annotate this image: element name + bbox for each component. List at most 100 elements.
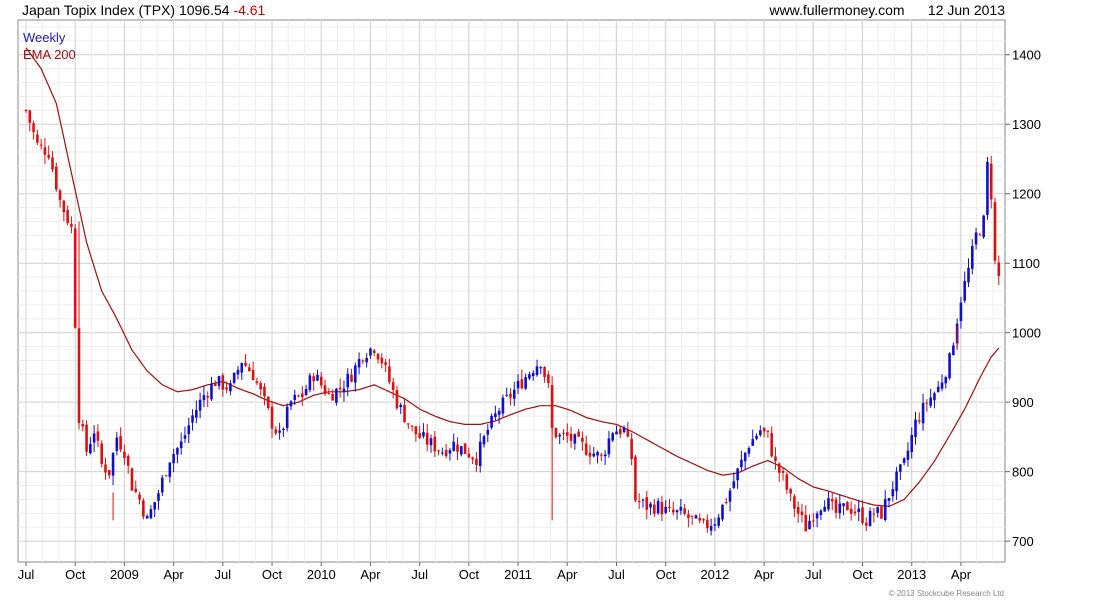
x-tick-label: Jul bbox=[608, 567, 625, 582]
candle bbox=[104, 457, 107, 480]
candle-body bbox=[952, 345, 955, 355]
candle bbox=[176, 446, 179, 464]
candle bbox=[448, 447, 452, 461]
candle bbox=[868, 507, 872, 527]
candle bbox=[528, 371, 531, 381]
candle bbox=[142, 498, 145, 520]
candle bbox=[793, 493, 796, 518]
x-tick-label: 2012 bbox=[700, 567, 729, 582]
candle-body bbox=[815, 513, 819, 519]
candle-body bbox=[789, 489, 792, 494]
candle bbox=[365, 353, 368, 368]
candle bbox=[751, 429, 755, 446]
candle bbox=[70, 216, 73, 234]
candle-body bbox=[43, 147, 47, 155]
candle-body bbox=[660, 502, 664, 515]
candle bbox=[649, 501, 652, 515]
x-tick-label: 2013 bbox=[897, 567, 926, 582]
candle bbox=[213, 380, 217, 387]
candle-body bbox=[119, 435, 122, 450]
candle bbox=[452, 433, 456, 452]
candle-body bbox=[592, 453, 596, 457]
candle bbox=[240, 362, 244, 380]
candle-body bbox=[917, 420, 921, 422]
candle-body bbox=[724, 502, 728, 504]
candle bbox=[531, 370, 535, 381]
candle-body bbox=[891, 489, 895, 497]
candle bbox=[834, 497, 838, 519]
candle-body bbox=[376, 353, 380, 360]
candle bbox=[236, 366, 240, 380]
source-link[interactable]: www.fullermoney.com bbox=[769, 2, 905, 18]
candle bbox=[668, 499, 671, 512]
candle-body bbox=[213, 383, 217, 386]
candle-body bbox=[694, 515, 698, 519]
candle bbox=[501, 394, 505, 417]
source-and-date: www.fullermoney.com 12 Jun 2013 bbox=[769, 2, 1005, 18]
candle-body bbox=[225, 387, 228, 390]
candle bbox=[92, 425, 96, 452]
candle-body bbox=[168, 462, 172, 477]
candle-body bbox=[399, 404, 403, 408]
candle-body bbox=[198, 399, 202, 411]
candle-body bbox=[319, 376, 323, 386]
candle bbox=[664, 500, 667, 515]
legend-weekly: Weekly bbox=[23, 30, 66, 45]
candle-body bbox=[997, 262, 1001, 276]
candle bbox=[876, 506, 879, 518]
candle bbox=[883, 490, 887, 522]
candle bbox=[259, 380, 262, 396]
candle-body bbox=[925, 402, 929, 404]
candle-body bbox=[123, 451, 126, 459]
candle bbox=[653, 498, 656, 517]
candle bbox=[743, 451, 747, 470]
candle bbox=[429, 434, 433, 453]
candle-body bbox=[800, 511, 804, 515]
candle bbox=[505, 387, 509, 397]
candle-body bbox=[422, 432, 425, 437]
candle-body bbox=[899, 464, 902, 472]
candle-body bbox=[721, 504, 724, 520]
candle bbox=[539, 366, 543, 375]
candle-body bbox=[338, 387, 342, 390]
candle bbox=[232, 372, 236, 385]
candle bbox=[687, 509, 690, 528]
candle bbox=[289, 400, 293, 411]
candle-body bbox=[751, 439, 755, 446]
candle bbox=[183, 426, 187, 443]
candle-body bbox=[414, 426, 418, 435]
candle-body bbox=[221, 375, 225, 390]
candle-body bbox=[709, 525, 713, 531]
candle bbox=[914, 411, 917, 445]
candle-body bbox=[149, 509, 153, 519]
candle-body bbox=[993, 202, 997, 261]
candle-body bbox=[111, 452, 115, 476]
candle-body bbox=[683, 508, 686, 514]
candle-body bbox=[573, 434, 577, 444]
candle bbox=[278, 422, 281, 440]
candle-body bbox=[600, 454, 603, 456]
candle-body bbox=[706, 519, 709, 529]
x-tick-label: Jul bbox=[805, 567, 822, 582]
candle-body bbox=[357, 359, 361, 368]
candle-body bbox=[759, 430, 762, 436]
candle bbox=[482, 434, 486, 448]
x-tick-label: Apr bbox=[164, 567, 185, 582]
candle-body bbox=[838, 503, 842, 514]
candle-body bbox=[361, 360, 365, 362]
candle bbox=[357, 352, 361, 375]
candle bbox=[39, 139, 43, 150]
candle bbox=[335, 387, 338, 406]
candle bbox=[168, 462, 172, 483]
candle-body bbox=[232, 372, 236, 383]
candle bbox=[395, 385, 399, 411]
candle bbox=[494, 405, 497, 421]
candle bbox=[596, 450, 599, 464]
candle-body bbox=[475, 458, 478, 465]
candle bbox=[354, 362, 357, 392]
candle-body bbox=[830, 498, 834, 502]
candle bbox=[721, 504, 724, 522]
candle bbox=[96, 424, 100, 448]
candle-body bbox=[921, 402, 925, 424]
